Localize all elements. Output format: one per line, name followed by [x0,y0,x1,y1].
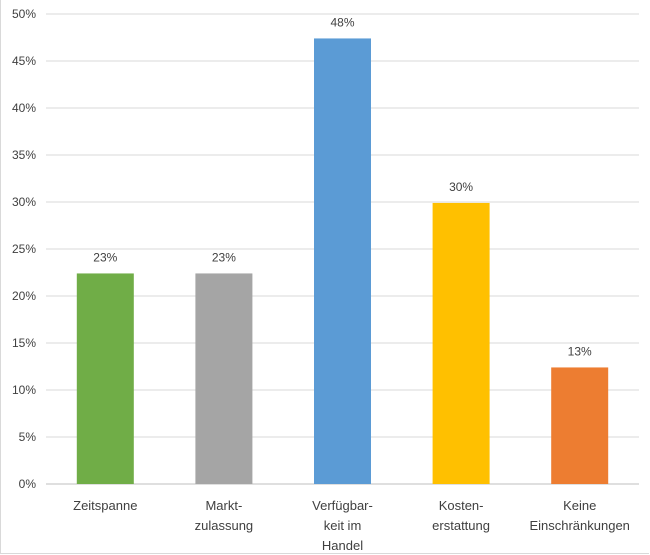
data-label: 23% [93,250,117,264]
x-tick-label: Kosten-erstattung [432,498,490,533]
y-tick-label: 20% [12,289,36,303]
bar [76,273,134,484]
y-tick-label: 5% [19,430,37,444]
bar [195,273,253,484]
y-tick-label: 15% [12,336,36,350]
x-tick-label: Verfügbar-keit im Handel [312,498,373,553]
y-tick-label: 40% [12,101,36,115]
y-tick-label: 50% [12,7,36,21]
x-axis-tick-labels: Zeitspanne Markt-zulassung Verfügbar-keit … [73,498,630,553]
y-tick-label: 35% [12,148,36,162]
y-tick-label: 30% [12,195,36,209]
y-tick-label: 0% [19,477,37,491]
y-tick-label: 25% [12,242,36,256]
y-tick-label: 45% [12,54,36,68]
data-label: 48% [330,15,354,29]
y-axis-tick-labels: 0% 5% 10% 15% 20% 25% 30% 35% 40% 45% 50% [12,7,36,491]
bar [432,202,490,484]
x-tick-label: Markt-zulassung [195,498,254,533]
data-label: 23% [212,250,236,264]
data-label: 30% [449,180,473,194]
data-label: 13% [568,344,592,358]
data-labels: 23% 23% 48% 30% 13% [93,15,592,358]
bar [551,367,609,484]
x-tick-label: Zeitspanne [73,498,137,513]
bar [314,38,371,484]
y-tick-label: 10% [12,383,36,397]
bars [76,38,609,484]
x-tick-label: Keine Einschränkungen [529,498,629,533]
